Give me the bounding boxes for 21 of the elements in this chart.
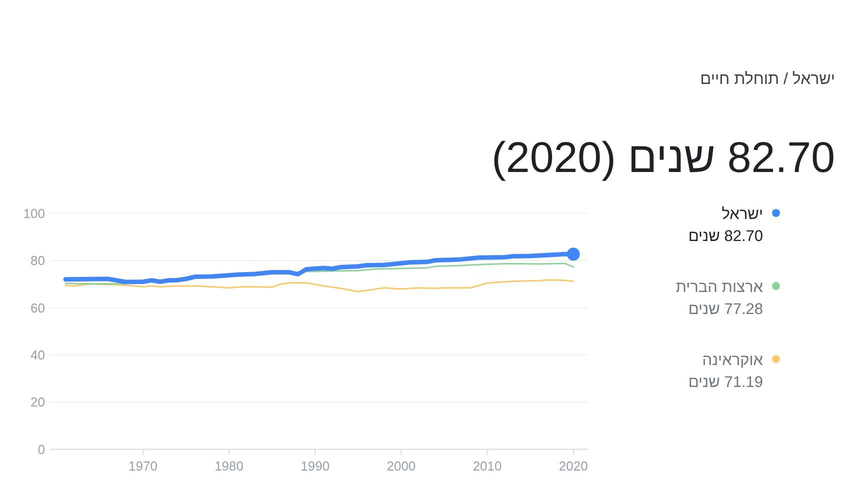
y-tick-label: 20 — [30, 394, 45, 410]
x-tick-label: 1970 — [128, 458, 158, 474]
text: 77.28 שנים — [688, 301, 763, 318]
y-tick-label: 100 — [23, 206, 45, 221]
x-tick-label: 2010 — [472, 458, 502, 474]
x-tick-label: 1980 — [214, 458, 244, 474]
text: 71.19 שנים — [688, 374, 763, 391]
text: 82.70 שנים — [688, 228, 764, 245]
line-series — [64, 279, 574, 292]
y-tick-label: 0 — [38, 442, 45, 457]
x-tick-label: 2000 — [386, 458, 416, 474]
y-tick-label: 40 — [30, 347, 45, 362]
chart-title: 82.70 שנים (2020) — [492, 134, 835, 182]
legend-label: ארצות הברית — [676, 279, 764, 296]
legend-label: אוקראינה — [702, 352, 764, 369]
y-tick-label: 80 — [30, 253, 45, 268]
y-tick-label: 60 — [30, 300, 45, 316]
x-tick-label: 1990 — [300, 458, 330, 474]
x-tick-label: 2020 — [558, 458, 588, 474]
text: ישראל / תוחלת חיים — [700, 70, 835, 88]
legend-label: ישראל — [722, 206, 763, 223]
